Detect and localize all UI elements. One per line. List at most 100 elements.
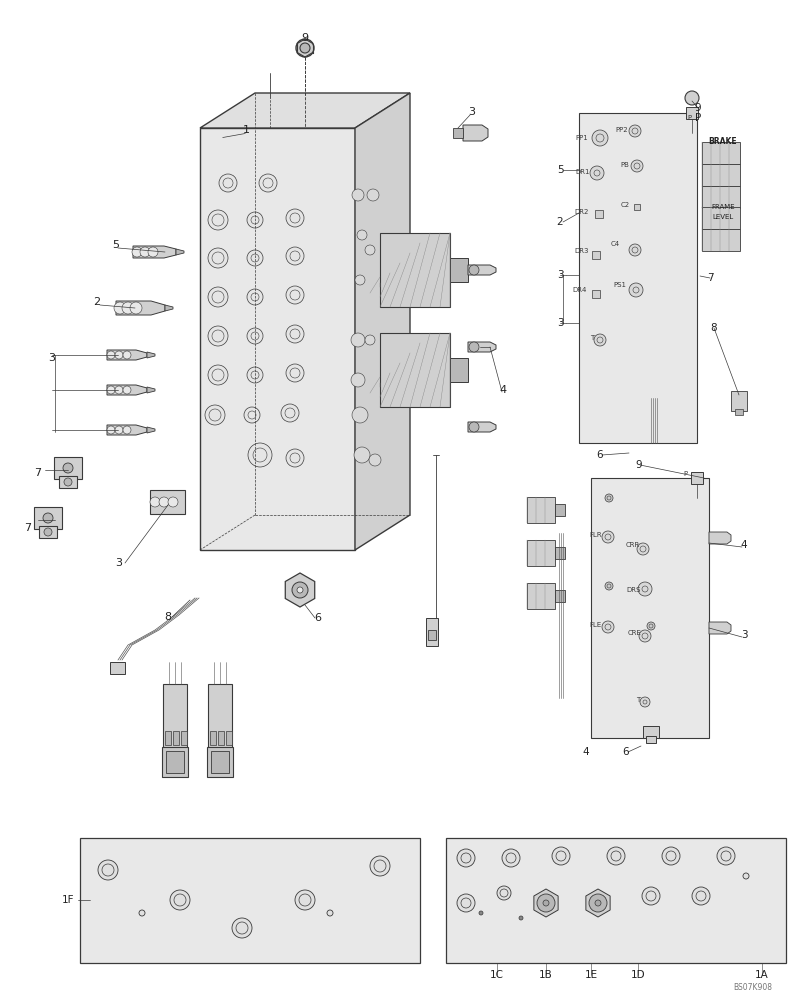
Circle shape bbox=[219, 174, 237, 192]
Text: 3: 3 bbox=[556, 270, 564, 280]
Text: 4: 4 bbox=[583, 747, 589, 757]
Text: 1D: 1D bbox=[630, 970, 646, 980]
Text: 7: 7 bbox=[707, 273, 713, 283]
Bar bbox=[592, 251, 600, 259]
Polygon shape bbox=[709, 622, 731, 634]
Bar bbox=[426, 618, 438, 646]
Circle shape bbox=[497, 886, 511, 900]
Circle shape bbox=[479, 911, 483, 915]
Circle shape bbox=[370, 856, 390, 876]
Polygon shape bbox=[200, 93, 410, 128]
Bar bbox=[702, 229, 740, 251]
Circle shape bbox=[148, 247, 158, 257]
Circle shape bbox=[132, 247, 142, 257]
Circle shape bbox=[208, 326, 228, 346]
Circle shape bbox=[123, 351, 131, 359]
Circle shape bbox=[247, 367, 263, 383]
Circle shape bbox=[647, 622, 655, 630]
Bar bbox=[579, 113, 697, 443]
Circle shape bbox=[457, 849, 475, 867]
Polygon shape bbox=[133, 246, 176, 258]
Bar bbox=[731, 391, 747, 411]
Bar bbox=[592, 290, 600, 298]
Bar bbox=[634, 204, 640, 210]
Text: 1: 1 bbox=[243, 125, 249, 135]
Text: DR4: DR4 bbox=[573, 287, 587, 293]
Text: DR3: DR3 bbox=[575, 248, 589, 254]
Circle shape bbox=[629, 244, 641, 256]
Circle shape bbox=[351, 333, 365, 347]
Circle shape bbox=[502, 849, 520, 867]
Circle shape bbox=[122, 302, 134, 314]
Circle shape bbox=[44, 528, 52, 536]
Bar bbox=[527, 497, 555, 523]
Circle shape bbox=[43, 513, 53, 523]
Polygon shape bbox=[468, 265, 496, 275]
Circle shape bbox=[205, 405, 225, 425]
Text: 5: 5 bbox=[112, 240, 119, 250]
Circle shape bbox=[208, 365, 228, 385]
Text: 1F: 1F bbox=[62, 895, 74, 905]
Circle shape bbox=[543, 900, 549, 906]
Circle shape bbox=[552, 847, 570, 865]
Bar bbox=[163, 684, 187, 749]
Circle shape bbox=[592, 130, 608, 146]
Circle shape bbox=[631, 160, 643, 172]
Polygon shape bbox=[380, 333, 450, 407]
Bar bbox=[735, 409, 743, 415]
Text: BS07K908: BS07K908 bbox=[733, 983, 772, 992]
Text: 2: 2 bbox=[93, 297, 100, 307]
Bar bbox=[691, 472, 703, 484]
Circle shape bbox=[629, 283, 643, 297]
Circle shape bbox=[150, 497, 160, 507]
Circle shape bbox=[170, 890, 190, 910]
Circle shape bbox=[369, 454, 381, 466]
Text: P: P bbox=[687, 115, 691, 121]
Circle shape bbox=[743, 873, 749, 879]
Circle shape bbox=[457, 894, 475, 912]
Text: 2: 2 bbox=[556, 217, 564, 227]
Text: DRS: DRS bbox=[626, 587, 642, 593]
Polygon shape bbox=[107, 425, 147, 435]
Bar bbox=[39, 526, 57, 538]
Circle shape bbox=[354, 447, 370, 463]
Circle shape bbox=[295, 890, 315, 910]
Bar bbox=[527, 540, 555, 566]
Circle shape bbox=[123, 386, 131, 394]
Bar bbox=[453, 128, 463, 138]
Circle shape bbox=[365, 335, 375, 345]
Text: 4: 4 bbox=[499, 385, 506, 395]
Circle shape bbox=[115, 386, 123, 394]
Circle shape bbox=[692, 887, 710, 905]
Circle shape bbox=[159, 497, 169, 507]
Circle shape bbox=[607, 847, 625, 865]
Text: 5: 5 bbox=[556, 165, 564, 175]
Text: C4: C4 bbox=[611, 241, 619, 247]
Bar bbox=[207, 747, 233, 777]
Circle shape bbox=[605, 494, 613, 502]
Bar bbox=[210, 731, 216, 745]
Circle shape bbox=[662, 847, 680, 865]
Circle shape bbox=[286, 449, 304, 467]
Text: T: T bbox=[590, 335, 594, 341]
Bar bbox=[166, 751, 184, 773]
Text: 3: 3 bbox=[115, 558, 123, 568]
Bar bbox=[54, 457, 82, 479]
Circle shape bbox=[208, 248, 228, 268]
Bar bbox=[446, 838, 786, 963]
Bar bbox=[34, 507, 62, 529]
Circle shape bbox=[232, 918, 252, 938]
Text: 7: 7 bbox=[34, 468, 41, 478]
Polygon shape bbox=[380, 233, 450, 307]
Bar bbox=[80, 838, 420, 963]
Circle shape bbox=[602, 621, 614, 633]
Circle shape bbox=[638, 582, 652, 596]
Circle shape bbox=[351, 373, 365, 387]
Text: 3: 3 bbox=[741, 630, 747, 640]
Circle shape bbox=[107, 426, 115, 434]
Circle shape bbox=[248, 443, 272, 467]
Text: 3: 3 bbox=[556, 318, 564, 328]
Bar bbox=[686, 107, 698, 119]
Circle shape bbox=[605, 582, 613, 590]
Text: LEVEL: LEVEL bbox=[712, 214, 734, 220]
